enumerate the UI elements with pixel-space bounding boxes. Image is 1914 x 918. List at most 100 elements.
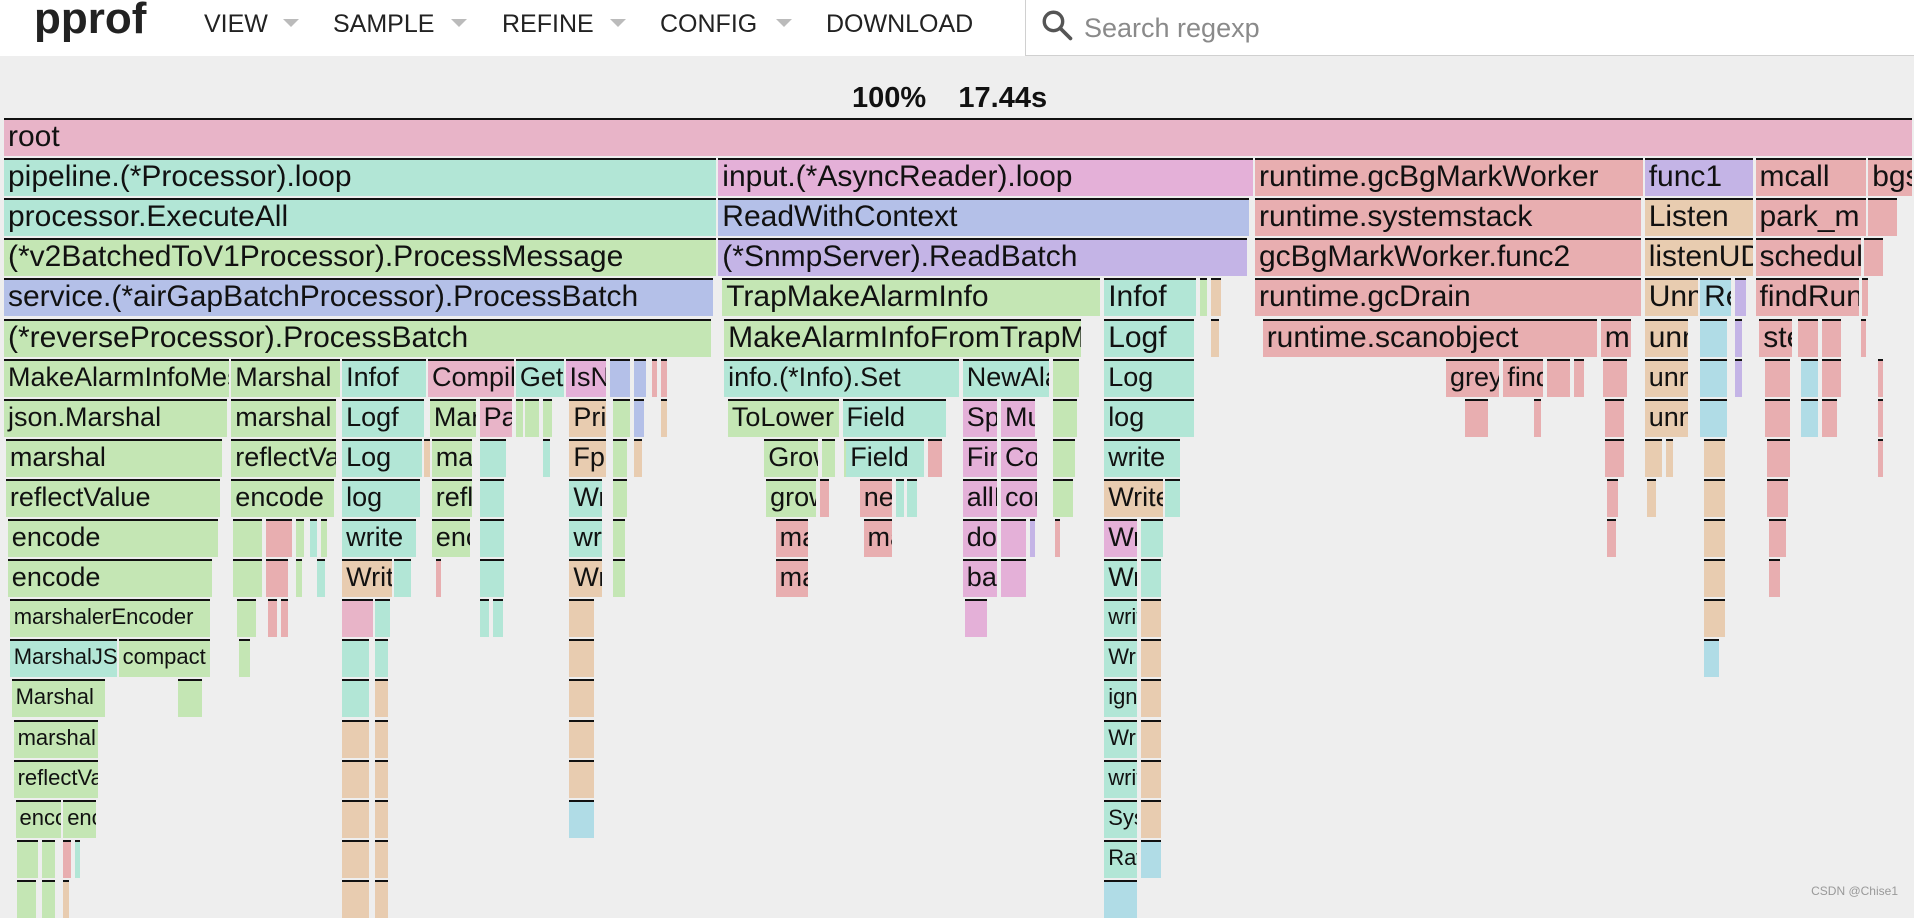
flame-frame[interactable]: Compile <box>1001 438 1038 477</box>
flame-frame[interactable]: log <box>342 478 421 517</box>
flame-frame[interactable] <box>479 559 505 598</box>
flame-frame[interactable] <box>1765 398 1790 437</box>
flame-frame[interactable] <box>613 559 625 598</box>
flame-frame[interactable]: backtrack <box>962 559 998 598</box>
flame-frame[interactable] <box>1766 478 1788 517</box>
flame-frame[interactable] <box>1001 519 1026 558</box>
flame-frame[interactable]: IsNil <box>565 358 606 397</box>
flame-frame[interactable] <box>1665 438 1674 477</box>
flame-frame[interactable]: ToLower <box>727 398 839 437</box>
flame-frame[interactable] <box>1768 559 1781 598</box>
flame-frame[interactable] <box>1052 358 1080 397</box>
flame-frame[interactable] <box>1001 559 1026 598</box>
flame-frame[interactable] <box>1860 318 1867 357</box>
flame-frame[interactable] <box>1768 519 1786 558</box>
flame-frame[interactable] <box>42 879 56 918</box>
search-box[interactable] <box>1025 0 1914 56</box>
flame-frame[interactable] <box>1822 398 1838 437</box>
flame-frame[interactable] <box>821 438 835 477</box>
flame-frame[interactable]: marshal <box>231 398 337 437</box>
flame-frame[interactable] <box>1734 278 1746 317</box>
flame-frame[interactable] <box>634 358 646 397</box>
flame-frame[interactable]: greyobject <box>1446 358 1500 397</box>
flame-frame[interactable] <box>542 398 553 437</box>
flame-frame[interactable] <box>321 519 327 558</box>
flame-frame[interactable] <box>374 879 388 918</box>
flame-frame[interactable] <box>479 519 505 558</box>
flame-frame[interactable] <box>515 398 524 437</box>
flame-frame[interactable] <box>896 478 904 517</box>
flame-frame[interactable] <box>1877 358 1884 397</box>
flame-frame[interactable]: Must <box>1001 398 1036 437</box>
flame-frame[interactable] <box>1140 599 1162 638</box>
flame-frame[interactable]: encode <box>431 519 470 558</box>
flame-frame[interactable]: write <box>342 519 417 558</box>
flame-frame[interactable]: Log <box>342 438 423 477</box>
pprof-logo[interactable]: pprof <box>34 0 147 43</box>
flame-frame[interactable]: Infof <box>1104 278 1196 317</box>
flame-frame[interactable] <box>1734 358 1743 397</box>
flame-frame[interactable]: grow <box>766 478 816 517</box>
flame-frame[interactable]: info.(*Info).Set <box>724 358 959 397</box>
flame-frame[interactable] <box>265 559 289 598</box>
flame-frame[interactable] <box>342 759 369 798</box>
flame-frame[interactable] <box>1862 278 1868 317</box>
flame-frame[interactable]: MakeAlarmInfoFromTrapMap <box>724 318 1082 357</box>
chevron-down-icon[interactable] <box>776 19 792 27</box>
flame-frame[interactable] <box>296 519 304 558</box>
flame-frame[interactable]: park_m <box>1755 198 1867 237</box>
flame-frame[interactable] <box>964 599 988 638</box>
flame-frame[interactable] <box>237 599 256 638</box>
menu-view[interactable]: VIEW <box>204 10 268 38</box>
flame-frame[interactable] <box>569 679 595 718</box>
flame-frame[interactable] <box>479 478 505 517</box>
flame-frame[interactable]: (*reverseProcessor).ProcessBatch <box>4 318 711 357</box>
flame-frame[interactable]: processor.ExecuteAll <box>4 198 717 237</box>
menu-sample[interactable]: SAMPLE <box>333 10 435 38</box>
flame-frame[interactable] <box>613 438 627 477</box>
flame-frame[interactable] <box>613 519 625 558</box>
flame-frame[interactable] <box>1104 879 1137 918</box>
flame-frame[interactable] <box>1703 519 1725 558</box>
flame-frame[interactable]: allMatches <box>962 478 998 517</box>
flame-frame[interactable]: runtime.gcBgMarkWorker <box>1255 158 1643 197</box>
flame-frame[interactable]: schedule <box>1755 238 1861 277</box>
flame-frame[interactable]: input.(*AsyncReader).loop <box>718 158 1253 197</box>
flame-frame[interactable] <box>1801 358 1819 397</box>
flame-frame[interactable] <box>661 358 667 397</box>
flame-frame[interactable] <box>928 438 942 477</box>
flame-frame[interactable] <box>1602 358 1628 397</box>
flame-frame[interactable] <box>1140 519 1164 558</box>
flame-frame[interactable]: NewAlarm <box>962 358 1049 397</box>
flame-frame[interactable] <box>17 879 37 918</box>
flame-frame[interactable]: FindAllString <box>962 438 998 477</box>
flame-frame[interactable]: write <box>1104 438 1181 477</box>
flame-frame[interactable] <box>342 879 369 918</box>
flame-frame[interactable]: write <box>569 519 602 558</box>
menu-config[interactable]: CONFIG <box>660 10 758 38</box>
flame-frame[interactable] <box>1140 639 1162 678</box>
flame-frame[interactable] <box>1533 398 1542 437</box>
flame-frame[interactable] <box>1734 318 1743 357</box>
flame-frame[interactable] <box>1644 438 1662 477</box>
flame-frame[interactable] <box>1604 398 1624 437</box>
flame-frame[interactable] <box>1797 318 1819 357</box>
flame-frame[interactable] <box>493 599 503 638</box>
flame-frame[interactable] <box>1700 358 1727 397</box>
flame-frame[interactable]: compile <box>1001 478 1038 517</box>
flame-frame[interactable] <box>1822 358 1842 397</box>
flame-frame[interactable] <box>1606 478 1618 517</box>
flame-frame[interactable] <box>374 799 388 838</box>
flame-frame[interactable] <box>1703 639 1720 678</box>
menu-refine[interactable]: REFINE <box>502 10 594 38</box>
flame-frame[interactable]: runtime.scanobject <box>1262 318 1597 357</box>
flame-frame[interactable]: marshalerEncoder <box>9 599 211 638</box>
flame-frame[interactable] <box>1864 238 1884 277</box>
flame-frame[interactable]: Infof <box>342 358 427 397</box>
flame-frame[interactable]: reflectValue <box>13 759 98 798</box>
